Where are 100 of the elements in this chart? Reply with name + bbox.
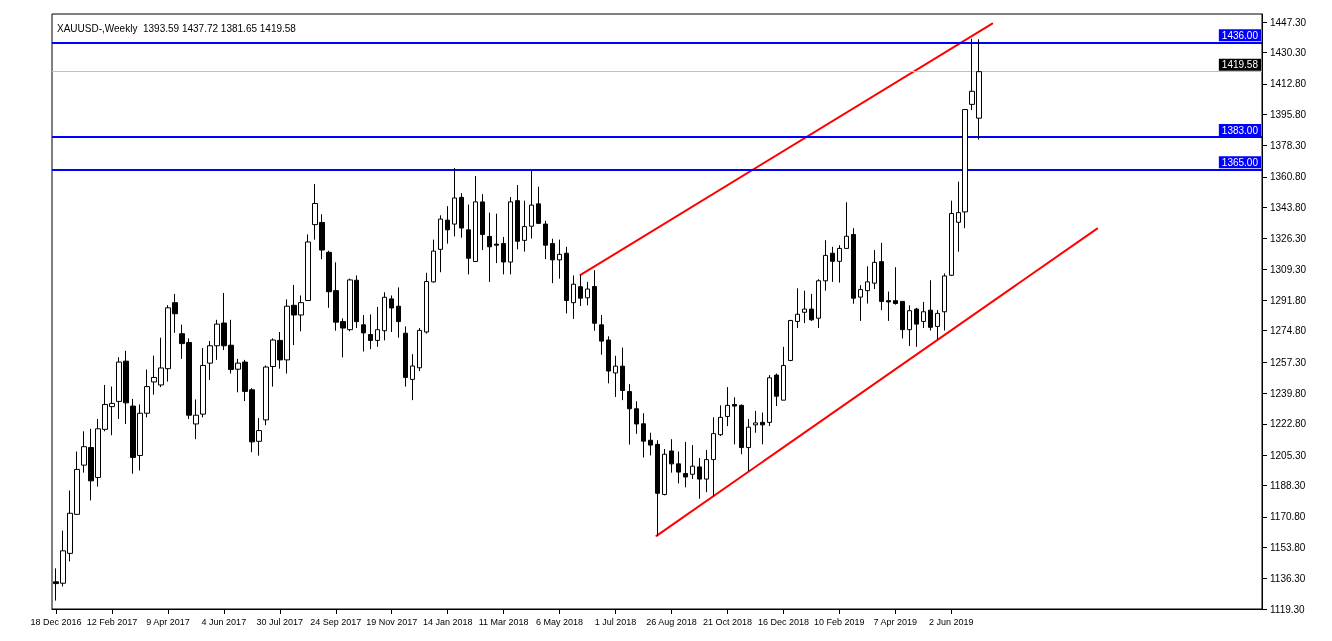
candlestick (620, 347, 625, 401)
y-tick-label: 1257.30 (1270, 356, 1307, 368)
candlestick (795, 287, 800, 329)
candlestick (466, 204, 471, 275)
candlestick (725, 386, 730, 427)
candlestick (683, 441, 688, 488)
y-tick-label: 1447.30 (1270, 16, 1307, 28)
y-tick-label: 1326.30 (1270, 233, 1307, 245)
candlestick (368, 313, 373, 350)
x-tick-label: 2 Jun 2019 (928, 616, 974, 627)
candlestick (459, 192, 464, 239)
candlestick (501, 236, 506, 275)
candlestick (844, 201, 849, 249)
candlestick (788, 319, 793, 362)
y-tick-label: 1412.80 (1270, 78, 1307, 90)
x-tick-label: 11 Mar 2018 (478, 616, 529, 627)
candlestick (676, 451, 681, 484)
candlestick (424, 272, 429, 335)
candlestick (389, 294, 394, 333)
y-tick-label: 1170.80 (1270, 511, 1306, 523)
candlestick (305, 233, 311, 301)
x-tick-label: 12 Feb 2017 (86, 616, 138, 627)
candlestick (704, 449, 709, 493)
candlestick (529, 169, 534, 240)
y-tick-label: 1222.80 (1270, 418, 1307, 430)
y-tick-label: 1274.80 (1270, 325, 1307, 337)
candlestick (823, 239, 828, 292)
candlestick (746, 418, 751, 472)
candlestick (767, 374, 772, 427)
candlestick (550, 238, 555, 284)
x-tick-label: 18 Dec 2016 (30, 616, 82, 627)
candlestick (410, 353, 415, 401)
candlestick (578, 274, 583, 307)
candlestick (200, 347, 206, 418)
candlestick (473, 175, 478, 262)
ref-line-label: 1436.00 (1221, 29, 1259, 41)
y-tick-label: 1378.30 (1270, 140, 1307, 152)
candlestick (648, 432, 653, 456)
candlestick (396, 286, 401, 339)
candlestick (865, 265, 870, 305)
candlestick (830, 246, 835, 283)
candlestick (627, 383, 632, 446)
x-tick-label: 16 Dec 2018 (757, 616, 809, 627)
candlestick (802, 290, 807, 324)
candlestick (613, 355, 618, 398)
x-tick-label: 10 Feb 2019 (814, 616, 865, 627)
x-tick-label: 30 Jul 2017 (256, 616, 304, 627)
candlestick (858, 284, 863, 322)
candlestick (557, 239, 562, 280)
x-tick-label: 14 Jan 2018 (422, 616, 473, 627)
x-tick-label: 24 Sep 2017 (310, 616, 362, 627)
candlestick (592, 269, 597, 332)
candlestick (872, 249, 877, 290)
candlestick (816, 278, 821, 329)
y-tick-label: 1205.30 (1270, 449, 1307, 461)
candlestick (634, 400, 639, 435)
candlestick (403, 325, 408, 388)
candlestick (564, 246, 569, 314)
candlestick (536, 186, 541, 225)
candlestick (718, 404, 723, 437)
text: XAUUSD-,Weekly (57, 22, 138, 34)
text: 1393.59 1437.72 1381.65 1419.58 (143, 22, 297, 34)
candlestick (445, 205, 450, 245)
x-tick-label: 1 Jul 2018 (594, 616, 637, 627)
candlestick (774, 373, 779, 407)
candlestick (508, 196, 513, 275)
candlestick (585, 281, 590, 306)
candlestick (669, 438, 674, 474)
candlestick (942, 272, 947, 332)
candlestick (487, 212, 492, 283)
x-tick-label: 4 Jun 2017 (201, 616, 247, 627)
y-tick-label: 1188.30 (1270, 480, 1306, 492)
x-tick-label: 21 Oct 2018 (702, 616, 752, 627)
y-tick-label: 1343.80 (1270, 201, 1307, 213)
candlestick (641, 412, 646, 458)
x-tick-label: 26 Aug 2018 (646, 616, 697, 627)
y-tick-label: 1430.30 (1270, 46, 1307, 58)
candlestick (494, 213, 499, 264)
candlestick (809, 293, 814, 322)
candlestick (760, 412, 765, 445)
y-tick-label: 1395.80 (1270, 108, 1307, 120)
candlestick (662, 448, 667, 496)
y-tick-label: 1309.30 (1270, 263, 1307, 275)
candlestick (382, 291, 387, 341)
candlestick (606, 335, 611, 384)
y-tick-label: 1291.80 (1270, 294, 1307, 306)
candlestick (935, 309, 940, 340)
ref-line-label: 1383.00 (1221, 124, 1259, 136)
candlestick (522, 200, 527, 253)
candlestick (851, 227, 856, 305)
candlestick (739, 403, 744, 455)
candlestick (571, 274, 576, 320)
candlestick (375, 306, 380, 348)
y-tick-label: 1119.30 (1270, 603, 1306, 615)
candlestick (879, 242, 884, 311)
candlestick (900, 300, 905, 339)
candlestick (928, 279, 933, 332)
candlestick (690, 444, 695, 480)
candlestick (480, 193, 485, 251)
candlestick (837, 244, 842, 284)
